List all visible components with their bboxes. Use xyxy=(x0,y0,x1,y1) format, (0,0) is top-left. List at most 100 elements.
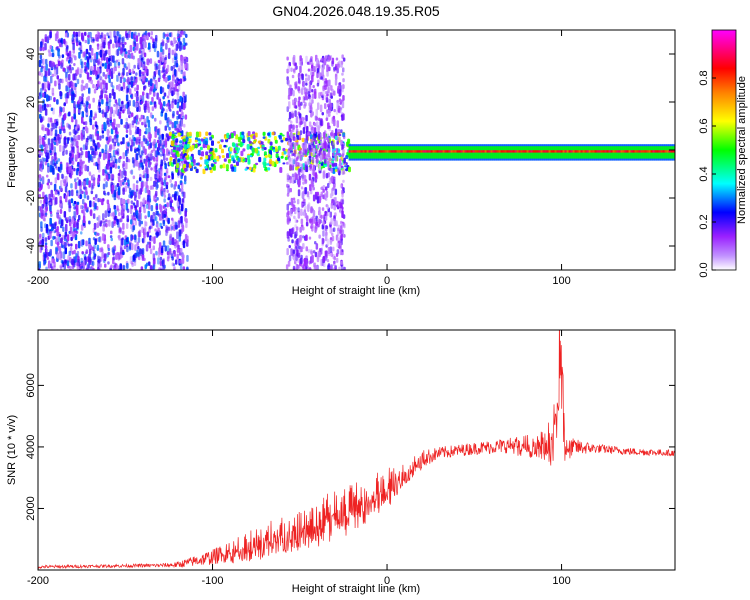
heatmap-cell xyxy=(154,104,157,109)
heatmap-cell xyxy=(121,58,125,65)
heatmap-cell xyxy=(133,116,136,124)
heatmap-cell xyxy=(318,117,321,122)
heatmap-cell xyxy=(197,138,201,141)
heatmap-cell xyxy=(235,134,239,140)
heatmap-cell xyxy=(336,120,339,128)
heatmap-cell xyxy=(300,218,304,225)
heatmap-cell xyxy=(71,116,74,123)
heatmap-cell xyxy=(182,37,186,43)
heatmap-cell xyxy=(161,143,164,151)
heatmap-cell xyxy=(114,99,118,104)
heatmap-cell xyxy=(368,150,371,153)
heatmap-cell xyxy=(666,150,669,153)
heatmap-cell xyxy=(107,153,110,161)
heatmap-cell xyxy=(330,168,333,173)
heatmap-cell xyxy=(88,87,91,95)
heatmap-cell xyxy=(150,205,154,212)
heatmap-cell xyxy=(144,137,147,145)
heatmap-cell xyxy=(68,204,71,213)
heatmap-cell xyxy=(300,246,303,253)
heatmap-cell xyxy=(166,189,169,193)
spectrogram-y-tick-label: 20 xyxy=(25,96,37,108)
heatmap-cell xyxy=(128,194,131,199)
heatmap-cell xyxy=(350,150,353,153)
heatmap-cell xyxy=(161,133,164,141)
heatmap-cell xyxy=(84,203,88,209)
heatmap-cell xyxy=(80,240,83,247)
heatmap-cell xyxy=(299,117,302,126)
heatmap-cell xyxy=(111,85,115,90)
heatmap-cell xyxy=(532,150,535,153)
heatmap-cell xyxy=(302,127,306,134)
heatmap-cell xyxy=(57,48,60,57)
heatmap-cell xyxy=(309,165,312,171)
heatmap-cell xyxy=(325,90,328,95)
heatmap-cell xyxy=(115,104,119,111)
heatmap-cell xyxy=(133,217,137,221)
heatmap-cell xyxy=(71,67,74,71)
heatmap-cell xyxy=(313,122,317,127)
heatmap-cell xyxy=(49,217,52,225)
heatmap-cell xyxy=(88,171,92,175)
heatmap-cell xyxy=(73,36,77,43)
heatmap-cell xyxy=(182,102,186,111)
heatmap-cell xyxy=(160,159,163,167)
heatmap-cell xyxy=(173,37,176,45)
heatmap-cell xyxy=(54,80,57,87)
heatmap-cell xyxy=(122,198,126,205)
heatmap-cell xyxy=(128,137,132,142)
heatmap-cell xyxy=(335,222,338,227)
heatmap-cell xyxy=(468,150,471,153)
heatmap-cell xyxy=(161,139,165,145)
heatmap-cell xyxy=(96,244,100,252)
heatmap-cell xyxy=(178,229,182,237)
heatmap-cell xyxy=(209,147,213,152)
heatmap-cell xyxy=(179,259,182,264)
heatmap-cell xyxy=(325,250,328,259)
heatmap-cell xyxy=(192,159,196,164)
heatmap-cell xyxy=(49,45,52,50)
heatmap-cell xyxy=(47,123,50,128)
heatmap-cell xyxy=(98,107,101,113)
heatmap-cell xyxy=(101,40,105,48)
heatmap-cell xyxy=(338,266,341,270)
heatmap-cell xyxy=(104,74,108,80)
heatmap-cell xyxy=(145,77,148,83)
heatmap-cell xyxy=(152,245,155,251)
heatmap-cell xyxy=(48,143,51,149)
heatmap-cell xyxy=(434,150,437,153)
heatmap-cell xyxy=(285,264,289,270)
heatmap-cell xyxy=(111,173,115,179)
heatmap-cell xyxy=(186,132,190,137)
heatmap-cell xyxy=(295,124,298,129)
heatmap-cell xyxy=(311,111,314,116)
heatmap-cell xyxy=(68,65,71,71)
heatmap-cell xyxy=(182,266,186,270)
heatmap-cell xyxy=(129,88,132,95)
heatmap-cell xyxy=(388,150,391,153)
heatmap-cell xyxy=(346,141,350,147)
heatmap-cell xyxy=(205,154,209,160)
heatmap-cell xyxy=(335,253,339,257)
heatmap-cell xyxy=(299,147,302,151)
heatmap-cell xyxy=(77,124,80,128)
heatmap-cell xyxy=(168,151,171,155)
heatmap-cell xyxy=(658,150,661,153)
heatmap-cell xyxy=(84,31,87,36)
heatmap-cell xyxy=(105,181,108,188)
heatmap-cell xyxy=(104,90,108,94)
heatmap-cell xyxy=(286,76,289,81)
heatmap-cell xyxy=(297,210,301,219)
heatmap-cell xyxy=(490,150,493,153)
heatmap-cell xyxy=(157,152,161,156)
heatmap-cell xyxy=(137,231,141,238)
colorbar-tick-label: 0.8 xyxy=(698,70,710,85)
heatmap-cell xyxy=(326,259,330,263)
heatmap-cell xyxy=(628,150,631,153)
heatmap-cell xyxy=(274,139,278,144)
heatmap-cell xyxy=(307,202,311,209)
heatmap-cell xyxy=(614,150,617,153)
heatmap-cell xyxy=(101,251,104,259)
heatmap-cell xyxy=(335,57,339,61)
heatmap-cell xyxy=(160,189,163,196)
